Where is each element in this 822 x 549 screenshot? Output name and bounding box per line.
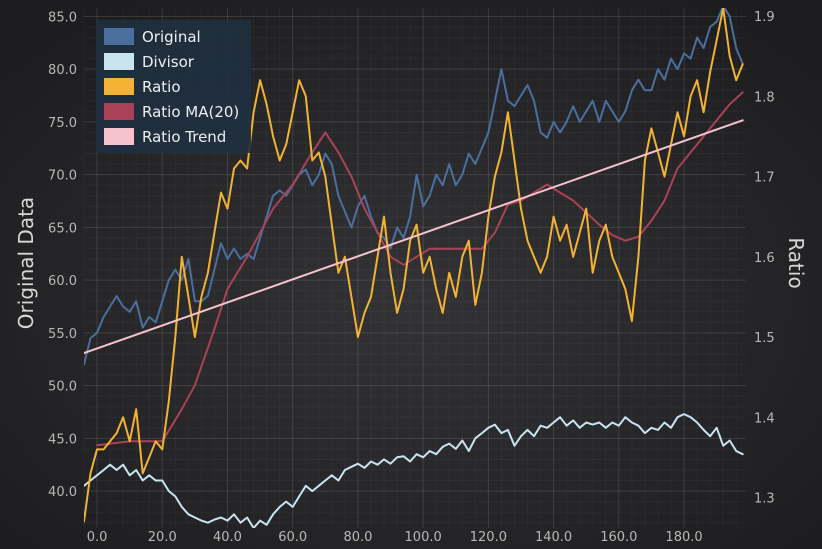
- series-original-line: [84, 8, 744, 366]
- x-tick-label: 180.0: [665, 530, 702, 545]
- y-left-tick-label: 80.0: [48, 63, 77, 78]
- legend-swatch: [104, 128, 134, 145]
- y-right-tick-label: 1.3: [754, 492, 775, 507]
- legend-label: Ratio: [142, 78, 181, 96]
- series-layer: [84, 8, 744, 528]
- legend-label: Ratio Trend: [142, 128, 226, 146]
- x-axis-ticks: 0.0 20.0 40.0 60.0 80.0 100.0 120.0 140.0 160.0 1…: [87, 530, 703, 545]
- legend-swatch: [104, 28, 134, 45]
- legend-label: Ratio MA(20): [142, 103, 239, 121]
- series-divisor-line: [84, 413, 744, 528]
- legend-label: Original: [142, 28, 201, 46]
- x-tick-label: 120.0: [470, 530, 507, 545]
- y-axis-left-ticks: 40.0 45.0 50.0 55.0 60.0 65.0 70.0 75.0 80.0 85.0: [48, 10, 77, 500]
- y-left-tick-label: 85.0: [48, 10, 77, 25]
- y-left-tick-label: 55.0: [48, 327, 77, 342]
- series-ratio-line: [84, 8, 744, 523]
- legend-swatch: [104, 103, 134, 120]
- y-left-tick-label: 75.0: [48, 116, 77, 131]
- y-left-tick-label: 45.0: [48, 432, 77, 447]
- legend-swatch: [104, 78, 134, 95]
- y-left-tick-label: 60.0: [48, 274, 77, 289]
- x-tick-label: 0.0: [87, 530, 108, 545]
- y-right-tick-label: 1.5: [754, 331, 775, 346]
- y-right-tick-label: 1.8: [754, 90, 775, 105]
- x-tick-label: 20.0: [148, 530, 177, 545]
- y-axis-right-ticks: 1.3 1.4 1.5 1.6 1.7 1.8 1.9: [754, 10, 775, 506]
- legend-label: Divisor: [142, 53, 195, 71]
- y-right-tick-label: 1.6: [754, 251, 775, 266]
- y-right-tick-label: 1.4: [754, 411, 775, 426]
- y-right-tick-label: 1.9: [754, 10, 775, 25]
- y-left-tick-label: 70.0: [48, 169, 77, 184]
- y-left-tick-label: 65.0: [48, 221, 77, 236]
- y-axis-left-title: Original Data: [14, 197, 38, 329]
- x-tick-label: 80.0: [343, 530, 372, 545]
- x-tick-label: 140.0: [535, 530, 572, 545]
- x-tick-label: 40.0: [213, 530, 242, 545]
- series-ratio-ma-20-line: [96, 91, 744, 447]
- x-tick-label: 100.0: [405, 530, 442, 545]
- y-left-tick-label: 40.0: [48, 485, 77, 500]
- x-tick-label: 160.0: [600, 530, 637, 545]
- legend: Original Divisor Ratio Ratio MA(20) Ratio Tr…: [96, 20, 251, 153]
- legend-swatch: [104, 53, 134, 70]
- y-axis-right-title: Ratio: [784, 237, 808, 288]
- series-ratio-trend-line: [84, 119, 744, 355]
- x-tick-label: 60.0: [278, 530, 307, 545]
- y-left-tick-label: 50.0: [48, 380, 77, 395]
- y-right-tick-label: 1.7: [754, 171, 775, 186]
